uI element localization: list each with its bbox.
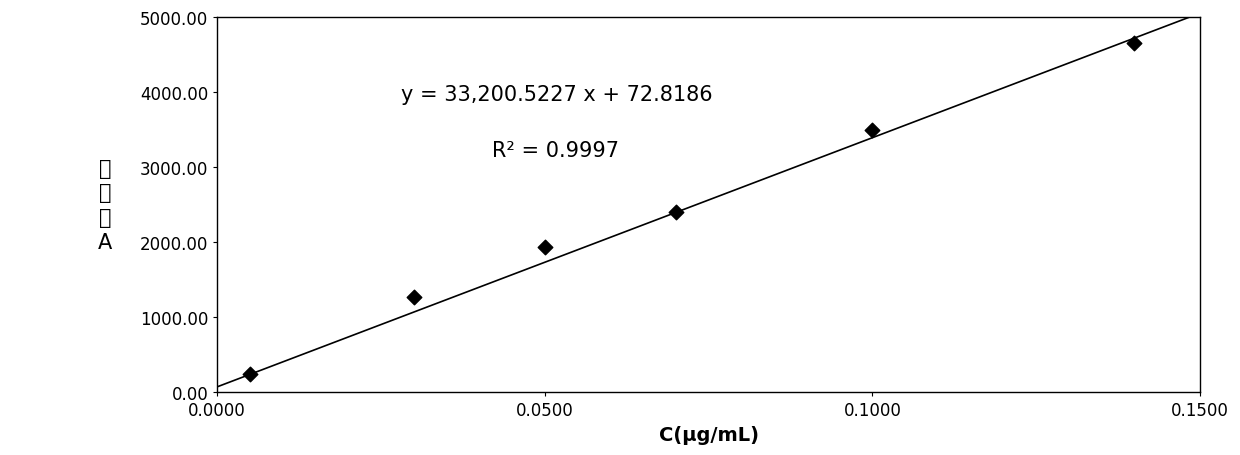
Text: y = 33,200.5227 x + 72.8186: y = 33,200.5227 x + 72.8186 (401, 85, 712, 105)
Y-axis label: 峰
面
积
A: 峰 面 积 A (98, 158, 112, 253)
X-axis label: C(μg/mL): C(μg/mL) (658, 425, 759, 444)
Point (863, 127, 883, 135)
Point (1125, 40, 1145, 48)
Point (534, 244, 554, 251)
Point (404, 294, 424, 301)
Point (666, 209, 686, 217)
Point (241, 371, 260, 378)
Text: R² = 0.9997: R² = 0.9997 (492, 141, 619, 161)
